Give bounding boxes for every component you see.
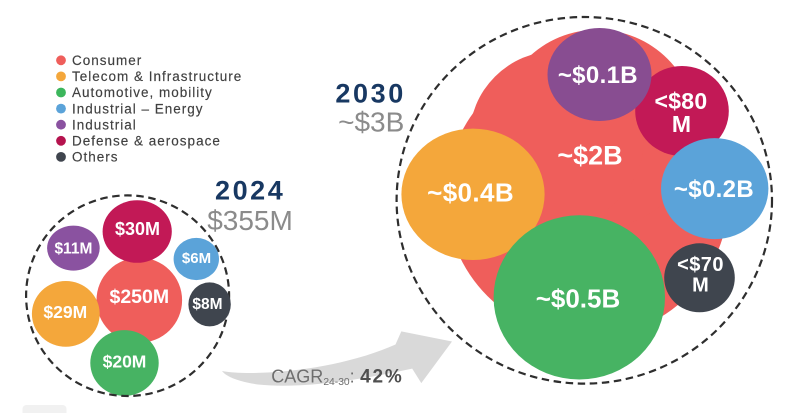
svg-text:$11M: $11M — [54, 241, 92, 258]
svg-text:2030: 2030 — [335, 79, 405, 109]
svg-text:Others: Others — [72, 150, 119, 165]
svg-text:~$2B: ~$2B — [557, 141, 622, 171]
svg-text:$30M: $30M — [115, 219, 160, 239]
svg-text:$6M: $6M — [182, 250, 211, 267]
svg-text:$20M: $20M — [103, 351, 147, 371]
svg-text:~$3B: ~$3B — [338, 107, 404, 138]
svg-text:$355M: $355M — [207, 205, 293, 236]
svg-text:$8M: $8M — [192, 296, 222, 313]
svg-text:~$0.1B: ~$0.1B — [558, 62, 638, 89]
svg-text:<$80: <$80 — [654, 88, 707, 114]
svg-text:Industrial: Industrial — [72, 117, 137, 132]
svg-text:<$70: <$70 — [677, 254, 724, 276]
svg-text:~$0.2B: ~$0.2B — [674, 176, 754, 203]
svg-text:M: M — [672, 111, 691, 137]
svg-text:Automotive, mobility: Automotive, mobility — [72, 85, 213, 100]
svg-text:$250M: $250M — [109, 286, 169, 308]
svg-text:Industrial – Energy: Industrial – Energy — [72, 101, 204, 116]
svg-text:Defense & aerospace: Defense & aerospace — [72, 134, 221, 149]
svg-text:~$0.4B: ~$0.4B — [427, 177, 514, 207]
svg-text:CAGR24-30:42%: CAGR24-30: 42% — [271, 366, 403, 388]
svg-text:Consumer: Consumer — [72, 53, 142, 68]
svg-text:Telecom & Infrastructure: Telecom & Infrastructure — [72, 69, 242, 84]
svg-text:2024: 2024 — [215, 176, 285, 206]
svg-text:M: M — [692, 275, 709, 297]
svg-text:$29M: $29M — [43, 302, 87, 322]
svg-text:~$0.5B: ~$0.5B — [536, 283, 621, 313]
